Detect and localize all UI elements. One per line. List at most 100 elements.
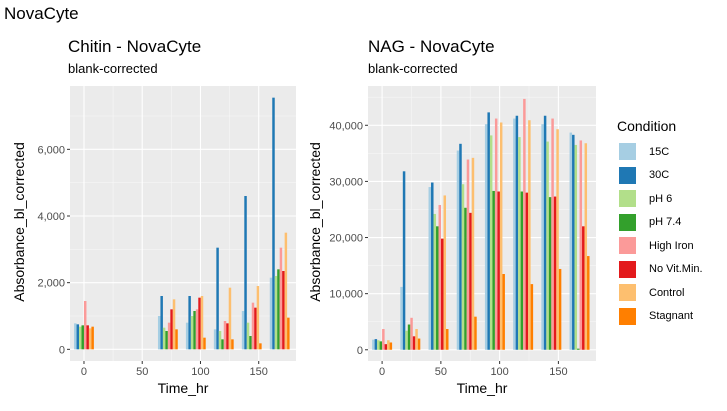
chitin-bar bbox=[190, 316, 194, 350]
nag-bar bbox=[543, 115, 547, 350]
legend-label: Stagnant bbox=[649, 310, 694, 323]
nag-bar bbox=[471, 157, 475, 350]
nag-bar bbox=[466, 159, 470, 350]
nag-bar bbox=[484, 124, 488, 350]
chitin-bar bbox=[284, 232, 288, 350]
chitin-bar bbox=[277, 269, 280, 350]
legend-key-swatch bbox=[619, 213, 636, 231]
chitin-bar bbox=[272, 97, 275, 350]
legend-item: pH 7.4 bbox=[617, 211, 703, 235]
chitin-bar bbox=[246, 322, 250, 350]
chitin-y-tick-label: 2,000 bbox=[37, 278, 65, 290]
chitin-bar bbox=[172, 299, 176, 350]
chitin-y-axis-title: Absorbance_bl_corrected bbox=[11, 142, 27, 302]
chitin-x-axis-title: Time_hr bbox=[158, 380, 209, 396]
nag-bar bbox=[382, 329, 385, 350]
nag-bar bbox=[494, 118, 498, 350]
nag-panel-subtitle: blank-corrected bbox=[368, 61, 458, 76]
chitin-bar bbox=[218, 331, 222, 350]
nag-bar bbox=[528, 120, 531, 350]
legend-items: 15C 30C pH 6 pH 7.4 High Iron No Vit.Min. Cont… bbox=[617, 140, 703, 328]
legend: Condition 15C 30C pH 6 pH 7.4 High Iron No Vi… bbox=[617, 118, 703, 328]
nag-bar bbox=[525, 192, 529, 350]
chitin-bar bbox=[74, 323, 77, 350]
nag-bar bbox=[400, 286, 403, 350]
chitin-plot-background bbox=[70, 86, 296, 361]
chitin-bar bbox=[203, 337, 206, 350]
legend-item: pH 6 bbox=[617, 187, 703, 211]
nag-bar bbox=[377, 340, 380, 350]
chitin-bar bbox=[167, 322, 171, 350]
chitin-y-tick-label: 4,000 bbox=[37, 211, 65, 223]
chitin-bar bbox=[259, 343, 262, 350]
chitin-bar bbox=[244, 196, 247, 350]
nag-bar bbox=[541, 124, 544, 350]
chitin-bar bbox=[83, 301, 87, 350]
nag-bar bbox=[523, 98, 526, 350]
legend-label: 30C bbox=[649, 169, 670, 182]
chitin-bar bbox=[76, 324, 80, 350]
nag-bar bbox=[582, 226, 585, 350]
nag-bar bbox=[456, 150, 460, 350]
nag-bar bbox=[412, 336, 416, 350]
nag-bar bbox=[487, 112, 490, 350]
nag-bar bbox=[553, 196, 557, 350]
legend-key-swatch bbox=[619, 166, 636, 184]
nag-bar bbox=[489, 135, 493, 350]
chitin-y-tick-label: 0 bbox=[59, 344, 65, 356]
chitin-bar bbox=[91, 326, 94, 350]
nag-bar bbox=[441, 238, 444, 350]
legend-key-swatch bbox=[619, 284, 636, 302]
nag-bar bbox=[551, 118, 554, 350]
chitin-bar bbox=[251, 302, 255, 350]
chitin-bar bbox=[254, 307, 257, 350]
nag-x-tick-label: 150 bbox=[549, 366, 567, 378]
chitin-bar bbox=[287, 317, 290, 350]
nag-bar bbox=[502, 274, 505, 350]
chitin-bar bbox=[188, 296, 191, 350]
nag-bar bbox=[492, 190, 495, 350]
legend-label: Control bbox=[649, 286, 685, 299]
figure-title: NovaCyte bbox=[4, 4, 79, 23]
nag-bar bbox=[446, 329, 449, 350]
chitin-bar bbox=[274, 276, 278, 350]
chitin-bar bbox=[213, 329, 217, 350]
legend-item: Control bbox=[617, 281, 703, 305]
chitin-bar bbox=[241, 311, 245, 350]
legend-label: pH 6 bbox=[649, 192, 673, 205]
chitin-bar bbox=[200, 296, 204, 350]
nag-bar bbox=[407, 324, 411, 350]
chitin-x-tick-label: 0 bbox=[81, 366, 87, 378]
legend-label: 15C bbox=[649, 145, 670, 158]
chitin-y-tick-label: 6,000 bbox=[37, 144, 65, 156]
chitin-bar bbox=[160, 296, 163, 350]
chitin-bar bbox=[81, 325, 84, 350]
nag-bar bbox=[548, 197, 552, 350]
nag-bar bbox=[461, 184, 465, 350]
chitin-x-tick-label: 50 bbox=[136, 366, 148, 378]
nag-bar bbox=[469, 212, 472, 350]
nag-bar bbox=[387, 340, 390, 350]
nag-x-tick-label: 50 bbox=[435, 366, 447, 378]
chitin-x-tick-label: 150 bbox=[250, 366, 268, 378]
nag-bar bbox=[433, 213, 437, 350]
chitin-bar bbox=[165, 331, 168, 350]
nag-bar bbox=[530, 284, 534, 350]
chitin-bar bbox=[185, 322, 189, 350]
nag-bar bbox=[474, 316, 477, 350]
nag-bar bbox=[579, 140, 583, 350]
chitin-bar bbox=[170, 309, 173, 350]
legend-item: 15C bbox=[617, 140, 703, 164]
chitin-bar bbox=[79, 326, 82, 350]
nag-bar bbox=[497, 191, 500, 350]
nag-bar bbox=[515, 115, 519, 350]
legend-label: No Vit.Min. bbox=[649, 263, 703, 276]
nag-bar bbox=[389, 342, 393, 350]
legend-key-swatch bbox=[619, 237, 636, 255]
nag-x-axis-title: Time_hr bbox=[457, 380, 508, 396]
nag-y-tick-label: 10,000 bbox=[329, 289, 363, 301]
chitin-bar bbox=[88, 328, 92, 350]
nag-bar bbox=[574, 144, 578, 350]
chitin-bar bbox=[175, 329, 178, 350]
legend-key-swatch bbox=[619, 260, 636, 278]
